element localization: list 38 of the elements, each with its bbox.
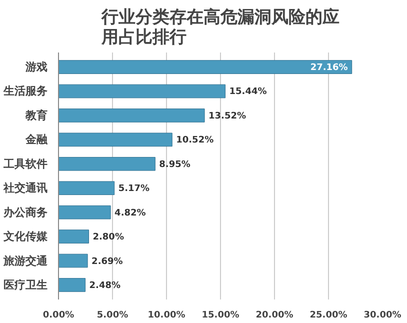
data-label: 2.80% <box>92 232 124 243</box>
data-label: 13.52% <box>208 111 246 122</box>
bar <box>58 230 89 244</box>
bar <box>58 60 352 74</box>
x-tick-label: 15.00% <box>202 310 240 320</box>
data-label: 10.52% <box>176 136 214 146</box>
data-label: 27.16% <box>310 63 348 74</box>
x-tick-label: 30.00% <box>364 310 402 320</box>
y-tick-label: 社交通讯 <box>2 182 48 195</box>
chart-title: 行业分类存在高危漏洞风险的应用占比排行 <box>100 8 340 48</box>
y-tick-label: 教育 <box>24 108 48 122</box>
x-tick-label: 20.00% <box>256 310 294 320</box>
bar <box>58 254 88 268</box>
bar <box>58 156 156 171</box>
x-tick-label: 0.00% <box>42 310 74 320</box>
x-tick-label: 10.00% <box>148 310 186 320</box>
y-tick-label: 生活服务 <box>2 84 48 98</box>
bar <box>58 278 86 292</box>
y-tick-label: 办公商务 <box>2 206 48 219</box>
y-tick-label: 医疗卫生 <box>4 278 48 292</box>
data-label: 2.48% <box>89 280 121 291</box>
bar <box>58 132 172 147</box>
data-label: 8.95% <box>159 160 190 170</box>
bar <box>58 84 226 98</box>
bar <box>58 205 111 220</box>
data-label: 2.69% <box>92 256 123 267</box>
y-tick-label: 文化传媒 <box>2 230 48 244</box>
bar <box>58 108 205 122</box>
y-tick-label: 旅游交通 <box>2 254 48 268</box>
data-label: 5.17% <box>118 184 150 194</box>
data-label: 4.82% <box>114 208 146 218</box>
bar <box>58 181 115 196</box>
y-tick-label: 工具软件 <box>2 157 48 170</box>
x-tick-label: 25.00% <box>310 310 348 320</box>
y-tick-label: 游戏 <box>24 60 48 74</box>
data-label: 15.44% <box>229 87 267 98</box>
x-tick-label: 5.00% <box>96 310 128 320</box>
y-tick-label: 金融 <box>24 133 48 146</box>
